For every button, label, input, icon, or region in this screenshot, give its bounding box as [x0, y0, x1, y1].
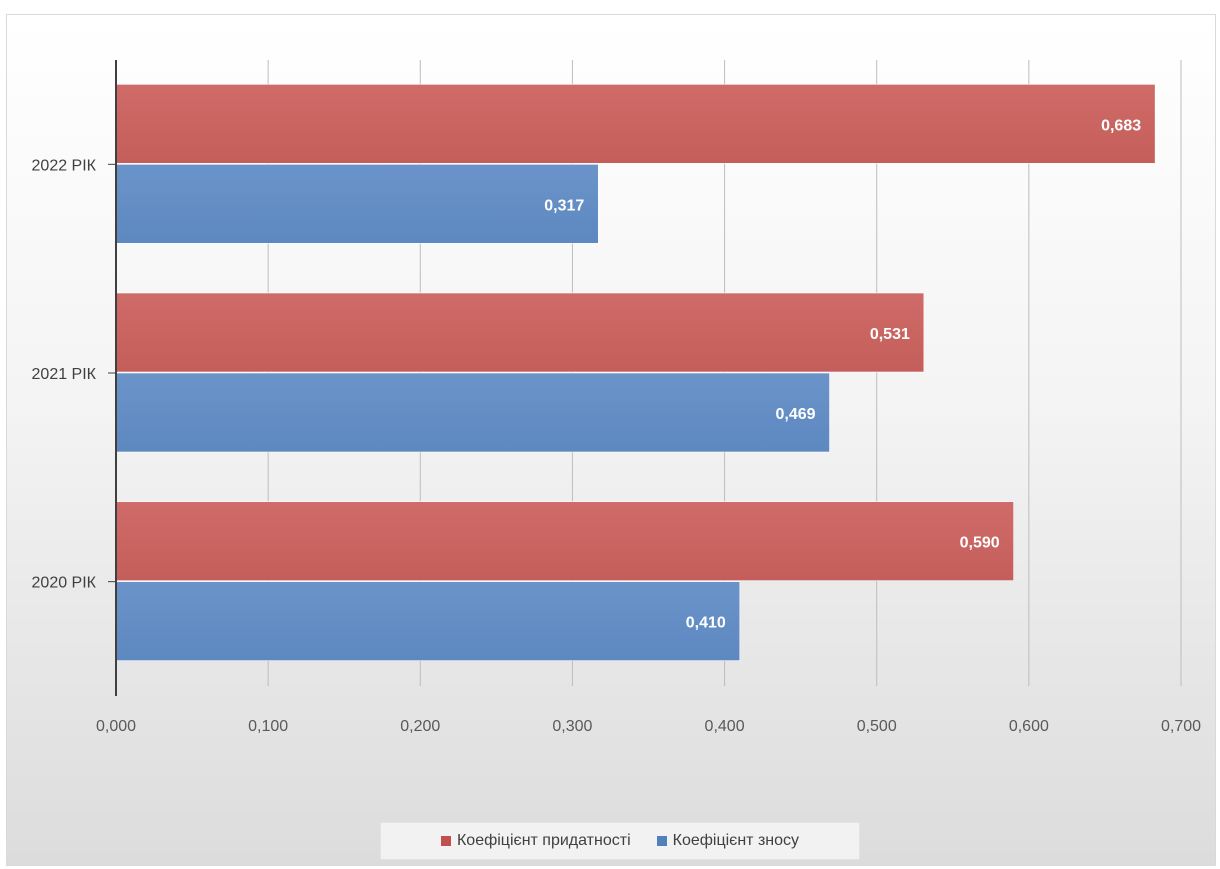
x-tick-label: 0,400: [705, 718, 745, 735]
legend-item-series-1: Коефіцієнт придатності: [440, 832, 631, 850]
bar: [115, 164, 599, 244]
y-category-label: 2021 РІК: [32, 366, 97, 383]
legend: Коефіцієнт придатності Коефіцієнт зносу: [380, 822, 860, 860]
x-tick-label: 0,300: [552, 718, 592, 735]
labels: 0,000 0,100 0,200 0,300 0,400 0,500 0,600 0,700…: [32, 60, 1201, 735]
legend-label-series-1: Коефіцієнт придатності: [456, 832, 631, 849]
data-label: 0,410: [686, 615, 726, 632]
x-tick-label: 0,700: [1161, 718, 1201, 735]
data-label: 0,683: [1101, 117, 1141, 134]
y-category-label: 2020 РІК: [32, 575, 97, 592]
data-label: 0,469: [776, 406, 816, 423]
data-label: 0,590: [960, 535, 1000, 552]
bar: [115, 501, 1014, 581]
legend-item-series-2: Коефіцієнт зносу: [656, 832, 800, 850]
bar: [115, 292, 925, 373]
bar: [115, 581, 741, 661]
legend-swatch-series-2: [656, 836, 667, 846]
bar: [115, 84, 1156, 164]
legend-label-series-2: Коефіцієнт зносу: [672, 832, 800, 849]
data-label: 0,531: [870, 326, 910, 343]
bar: [115, 372, 830, 453]
bars: [115, 84, 1156, 661]
legend-swatch-series-1: [440, 836, 451, 846]
x-tick-label: 0,500: [857, 718, 897, 735]
x-tick-label: 0,200: [400, 718, 440, 735]
y-category-label: 2022 РІК: [32, 157, 97, 174]
x-tick-label: 0,100: [248, 718, 288, 735]
x-tick-label: 0,600: [1009, 718, 1049, 735]
data-label: 0,317: [544, 197, 584, 214]
x-tick-label: 0,000: [96, 718, 136, 735]
